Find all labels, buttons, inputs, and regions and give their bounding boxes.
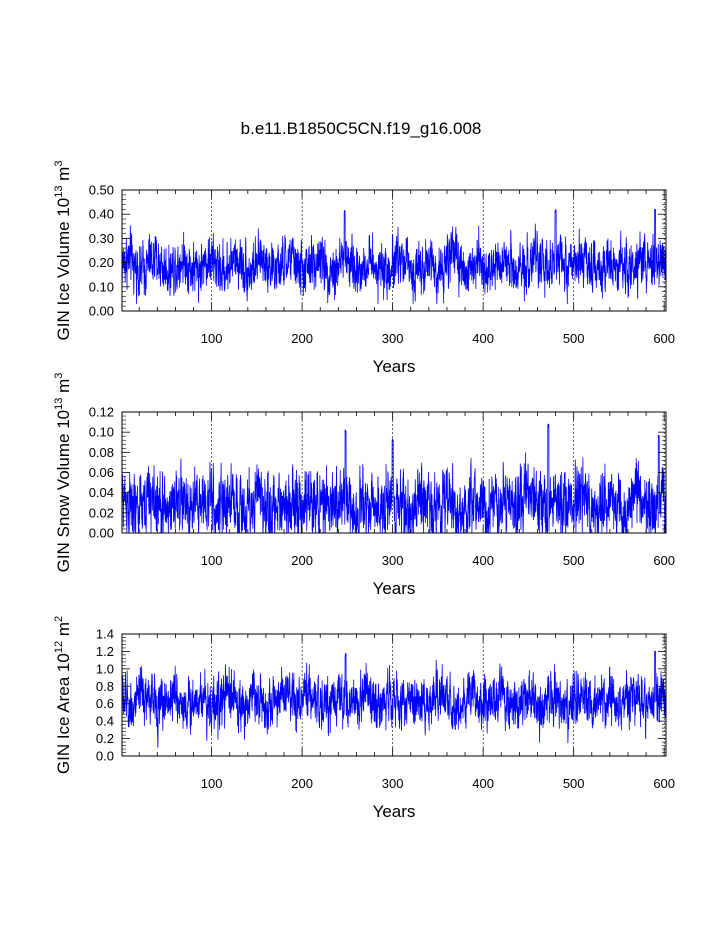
plot-frame	[121, 189, 667, 312]
x-tick-label: 500	[563, 331, 585, 346]
y-tick-label: 0.10	[89, 279, 114, 294]
series-line	[121, 423, 667, 534]
y-tick-label: 0.40	[89, 207, 114, 222]
y-tick-label: 0.6	[96, 696, 114, 711]
y-tick-label: 0.08	[89, 445, 114, 460]
x-tick-label: 200	[291, 776, 313, 791]
series-line	[121, 208, 667, 305]
y-tick-label: 0.02	[89, 505, 114, 520]
y-tick-label: 0.30	[89, 231, 114, 246]
x-tick-label: 100	[201, 776, 223, 791]
y-tick-label: 0.8	[96, 679, 114, 694]
panel-2: 100 200 300 400 500 600 0.00 0.02 0.04 0.06 0.08 0.…	[53, 373, 675, 598]
y-tick-label: 0.0	[96, 749, 114, 764]
panel-3: 100 200 300 400 500 600 0.0 0.2 0.4 0.6 0.8 1.0 1.2 1…	[53, 616, 675, 821]
x-tick-label: 300	[382, 776, 404, 791]
y-tick-label: 1.4	[96, 627, 114, 642]
y-axis-label-part: GIN Snow Volume 10	[54, 410, 73, 573]
x-tick-label: 200	[291, 331, 313, 346]
y-axis-label-part: 13	[53, 398, 65, 410]
y-tick-label: 0.00	[89, 304, 114, 319]
x-tick-label: 300	[382, 553, 404, 568]
y-tick-label: 0.2	[96, 731, 114, 746]
x-tick-label: 500	[563, 776, 585, 791]
x-tick-label: 400	[472, 776, 494, 791]
y-axis-label-part: m	[54, 622, 73, 641]
y-tick-label: 0.04	[89, 485, 114, 500]
y-axis-label: GIN Ice Volume 1013 m3	[53, 161, 73, 341]
plot-frame	[121, 633, 667, 757]
y-axis-label-part: GIN Ice Volume 10	[54, 198, 73, 341]
x-tick-label: 400	[472, 331, 494, 346]
x-tick-label: 500	[563, 553, 585, 568]
y-tick-label: 0.12	[89, 405, 114, 420]
y-tick-label: 0.06	[89, 465, 114, 480]
chart-title: b.e11.B1850C5CN.f19_g16.008	[241, 119, 482, 138]
x-tick-label: 400	[472, 553, 494, 568]
x-axis-label: Years	[373, 802, 416, 821]
x-axis-label: Years	[373, 579, 416, 598]
y-tick-label: 0.20	[89, 255, 114, 270]
y-tick-label: 0.4	[96, 714, 114, 729]
y-tick-label: 0.50	[89, 183, 114, 198]
x-tick-label: 600	[653, 331, 675, 346]
y-axis-label-part: 3	[53, 373, 65, 379]
x-tick-label: 100	[201, 553, 223, 568]
x-tick-label: 300	[382, 331, 404, 346]
panel-1: 100 200 300 400 500 600 0.00 0.10 0.20 0.30 0.40 0.…	[53, 161, 675, 376]
y-axis-label-part: 2	[53, 616, 65, 622]
y-axis-label-part: 12	[53, 641, 65, 653]
y-axis-label: GIN Snow Volume 1013 m3	[53, 373, 73, 573]
x-tick-label: 600	[653, 553, 675, 568]
y-axis-label-part: m	[54, 167, 73, 186]
panels: 100 200 300 400 500 600 0.00 0.10 0.20 0.30 0.40 0.…	[53, 161, 675, 821]
x-axis-label: Years	[373, 357, 416, 376]
y-axis-label-part: GIN Ice Area 10	[54, 653, 73, 774]
y-tick-label: 1.2	[96, 644, 114, 659]
y-tick-label: 0.00	[89, 526, 114, 541]
y-axis-label-part: m	[54, 379, 73, 398]
y-axis-label-part: 13	[53, 186, 65, 198]
y-tick-label: 1.0	[96, 661, 114, 676]
y-tick-label: 0.10	[89, 425, 114, 440]
y-axis-label-part: 3	[53, 161, 65, 167]
x-tick-label: 600	[653, 776, 675, 791]
x-tick-label: 100	[201, 331, 223, 346]
y-axis-label: GIN Ice Area 1012 m2	[53, 616, 73, 774]
x-tick-label: 200	[291, 553, 313, 568]
series-line	[121, 651, 667, 748]
